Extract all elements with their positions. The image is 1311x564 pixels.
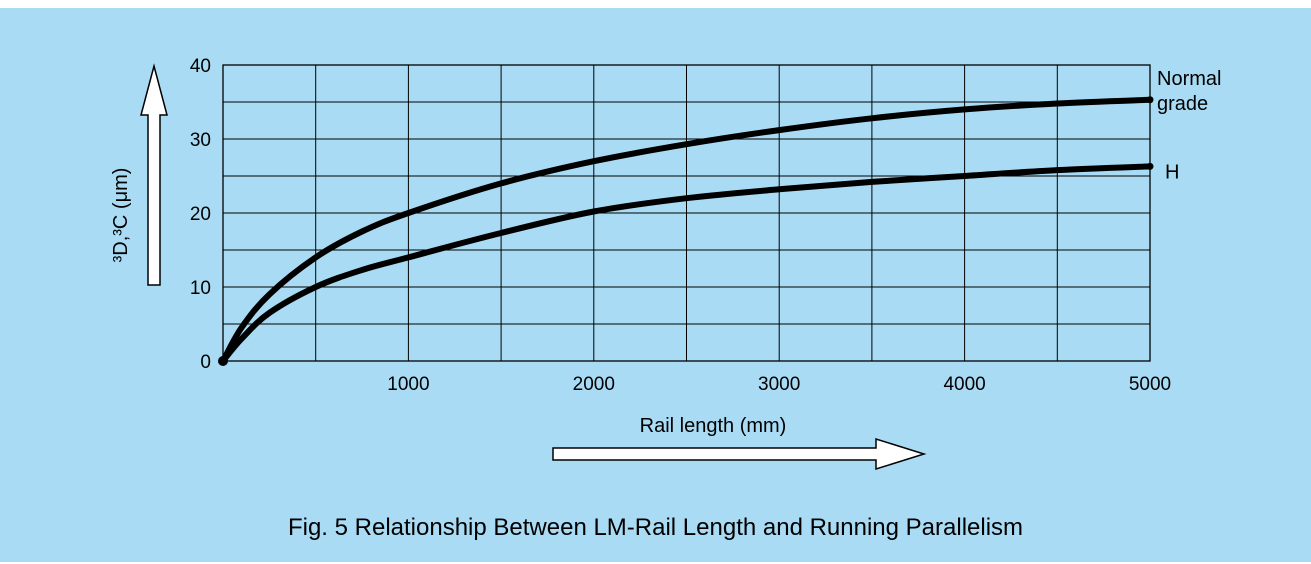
x-tick-label: 3000 <box>758 374 800 395</box>
y-axis-label: ³D,³C (μm) <box>110 168 132 263</box>
origin-point <box>218 356 228 366</box>
series-line-2 <box>220 163 1153 364</box>
figure-caption: Fig. 5 Relationship Between LM-Rail Leng… <box>287 514 1024 541</box>
series-labels: Normal grade H <box>1157 68 1221 184</box>
series-label-line: H <box>1165 161 1179 183</box>
y-tick-label: 20 <box>190 204 211 225</box>
x-tick-label: 2000 <box>573 374 615 395</box>
y-tick-label: 30 <box>190 130 211 151</box>
grid <box>223 65 1150 361</box>
y-tick-labels: 0 10 20 30 40 <box>190 56 211 373</box>
y-tick-label: 10 <box>190 278 211 299</box>
series-label-1: Normal grade <box>1157 68 1221 115</box>
series-end-point <box>1146 96 1154 104</box>
series-end-point <box>1146 162 1154 170</box>
x-tick-label: 5000 <box>1129 374 1171 395</box>
series-label-line: grade <box>1157 93 1208 115</box>
series-line-1 <box>220 96 1153 364</box>
series-lines <box>218 96 1154 366</box>
x-axis-label: Rail length (mm) <box>640 415 787 437</box>
series-label-line: Normal <box>1157 68 1221 90</box>
x-arrow-icon <box>552 437 927 471</box>
x-tick-label: 1000 <box>387 374 429 395</box>
y-tick-label: 0 <box>200 352 211 373</box>
y-tick-label: 40 <box>190 56 211 77</box>
x-tick-label: 4000 <box>943 374 985 395</box>
x-tick-labels: 1000 2000 3000 4000 5000 <box>387 374 1171 395</box>
y-arrow-icon <box>140 63 168 286</box>
series-label-2: H <box>1165 161 1179 183</box>
